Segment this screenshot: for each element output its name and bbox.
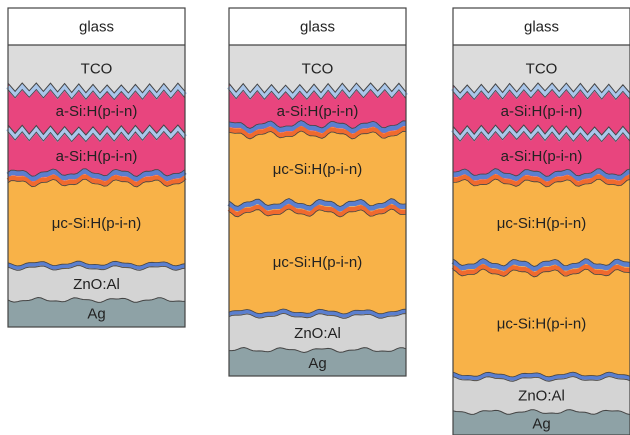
layer-label-asi: a-Si:H(p-i-n): [501, 148, 583, 165]
layer-label-glass: glass: [79, 19, 114, 36]
interface-line: [228, 88, 407, 101]
layer-ucsi: [229, 204, 406, 319]
layer-label-asi: a-Si:H(p-i-n): [277, 103, 359, 120]
layer-ag: [8, 297, 185, 327]
layer-label-tco: TCO: [81, 61, 113, 78]
layer-label-ucsi: μc-Si:H(p-i-n): [497, 215, 586, 232]
interface-light-blue: [6, 82, 187, 101]
layer-label-asi: a-Si:H(p-i-n): [56, 103, 138, 120]
interface-line: [7, 130, 186, 143]
layer-label-ag: Ag: [308, 355, 326, 372]
interface-line: [7, 82, 186, 94]
stack-border: [7, 7, 186, 328]
layer-label-ucsi: μc-Si:H(p-i-n): [273, 254, 362, 271]
interface-line: [229, 346, 407, 354]
interface-blue: [228, 308, 407, 318]
interface-orange: [451, 264, 630, 277]
layer-ag: [229, 347, 406, 376]
interface-blue: [452, 168, 630, 182]
interface-line: [228, 130, 407, 140]
layer-zno: [229, 313, 406, 353]
layer-asi: [8, 125, 185, 182]
layer-ucsi: [8, 174, 185, 271]
interface-line: [7, 265, 186, 271]
layer-tco: [229, 45, 406, 93]
interface-line: [452, 168, 630, 177]
layer-label-asi: a-Si:H(p-i-n): [56, 148, 138, 165]
interface-line: [452, 88, 630, 101]
layer-label-ucsi: μc-Si:H(p-i-n): [273, 161, 362, 178]
interface-line: [452, 124, 630, 136]
layer-ucsi: [229, 126, 406, 212]
layer-label-glass: glass: [524, 19, 559, 36]
layer-label-glass: glass: [300, 19, 335, 36]
layer-label-tco: TCO: [526, 61, 558, 78]
layer-glass: [8, 8, 185, 45]
interface-line: [228, 313, 407, 319]
interface-blue: [228, 120, 407, 134]
interface-line: [228, 82, 407, 94]
layer-zno: [8, 265, 185, 303]
layer-zno: [453, 376, 630, 415]
interface-line: [452, 409, 630, 415]
layer-ag: [453, 409, 630, 435]
layer-glass: [229, 8, 406, 45]
layer-tco: [453, 45, 630, 93]
interface-line: [452, 178, 630, 188]
layer-glass: [453, 8, 630, 45]
interface-orange: [452, 174, 630, 187]
interface-line: [7, 296, 186, 303]
layer-label-zno: ZnO:Al: [73, 276, 120, 293]
interface-line: [7, 88, 186, 101]
interface-line: [452, 130, 630, 143]
interface-line: [228, 120, 407, 129]
interface-line: [452, 258, 630, 267]
interface-line: [7, 178, 186, 188]
layer-label-ucsi: μc-Si:H(p-i-n): [52, 215, 141, 232]
interface-orange: [228, 126, 407, 139]
stack-2: glass TCO a-Si:H(p-i-n) μc-Si:H(p-i-n) μc-Si…: [227, 7, 408, 377]
layer-label-ucsi: μc-Si:H(p-i-n): [497, 316, 586, 333]
interface-line: [7, 168, 186, 177]
interface-line: [452, 371, 630, 378]
interface-orange: [6, 174, 187, 187]
layer-ucsi: [453, 174, 630, 272]
stack-3: glass TCO a-Si:H(p-i-n) a-Si:H(p-i-n) μc-Si:…: [451, 7, 630, 435]
layer-label-asi: a-Si:H(p-i-n): [501, 103, 583, 120]
interface-orange: [227, 204, 407, 217]
interface-light-blue: [6, 124, 187, 143]
interface-blue: [6, 168, 187, 182]
interface-light-blue: [451, 124, 630, 143]
layer-ucsi: [453, 264, 630, 382]
layer-label-ag: Ag: [87, 306, 105, 323]
interface-line: [452, 82, 630, 94]
layer-label-zno: ZnO:Al: [294, 325, 341, 342]
interface-line: [7, 124, 186, 136]
interface-line: [7, 260, 186, 267]
stack-border: [452, 7, 630, 435]
interface-line: [228, 198, 407, 207]
layer-tco: [8, 45, 185, 93]
interface-line: [228, 308, 407, 315]
layer-label-tco: TCO: [302, 61, 334, 78]
layer-label-ag: Ag: [532, 416, 550, 433]
interface-light-blue: [451, 82, 630, 101]
interface-blue: [7, 261, 186, 270]
interface-line: [228, 208, 407, 218]
interface-line: [452, 376, 630, 382]
interface-blue: [227, 198, 407, 212]
stack-border: [228, 7, 407, 377]
interface-light-blue: [227, 82, 408, 101]
layer-label-zno: ZnO:Al: [518, 388, 565, 405]
interface-blue: [451, 258, 630, 272]
interface-blue: [452, 372, 630, 381]
stack-1: glass TCO a-Si:H(p-i-n) a-Si:H(p-i-n) μc-Si:…: [6, 7, 187, 328]
interface-line: [452, 268, 630, 278]
